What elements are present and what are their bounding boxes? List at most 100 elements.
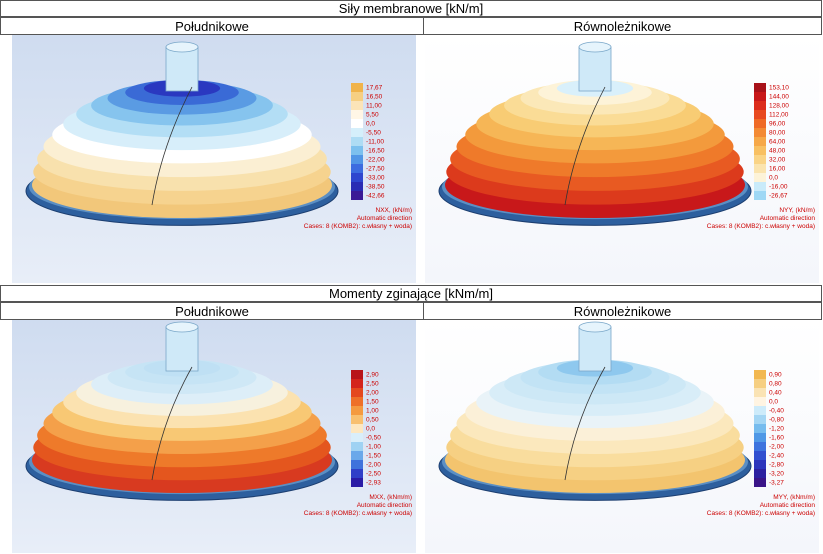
section-title: Siły membranowe [kN/m] [0, 0, 822, 17]
caption: Cases: 8 (KOMB2): c.własny + woda) [304, 510, 412, 517]
legend-value: 2,90 [366, 372, 379, 379]
legend-value: 80,00 [769, 130, 786, 137]
legend-swatch [351, 388, 363, 397]
legend-swatch [754, 451, 766, 460]
legend-value: -42,66 [366, 193, 385, 200]
legend-value: 0,0 [769, 175, 778, 182]
legend-swatch [754, 128, 766, 137]
legend-swatch [351, 146, 363, 155]
caption: Cases: 8 (KOMB2): c.własny + woda) [707, 510, 815, 517]
legend-swatch [754, 478, 766, 487]
legend-swatch [351, 119, 363, 128]
legend-value: -3,20 [769, 471, 784, 478]
legend-value: -1,50 [366, 453, 381, 460]
legend-swatch [754, 379, 766, 388]
legend-value: -0,80 [769, 417, 784, 424]
legend-value: -11,00 [366, 139, 384, 146]
legend-value: 1,00 [366, 408, 379, 415]
legend-value: -1,00 [366, 444, 381, 451]
legend-value: -2,50 [366, 471, 381, 478]
legend-value: 2,50 [366, 381, 379, 388]
legend-value: -2,40 [769, 453, 784, 460]
legend-swatch [754, 137, 766, 146]
legend-value: 0,90 [769, 372, 782, 379]
legend-swatch [754, 433, 766, 442]
legend-swatch [351, 191, 363, 200]
legend-swatch [754, 460, 766, 469]
legend-value: -1,20 [769, 426, 784, 433]
legend-value: -1,60 [769, 435, 784, 442]
caption: NXX, (kN/m) [376, 207, 412, 214]
legend-swatch [351, 451, 363, 460]
legend-value: -16,50 [366, 148, 385, 155]
legend-swatch [351, 173, 363, 182]
legend-swatch [351, 182, 363, 191]
legend-value: 48,00 [769, 148, 786, 155]
cylinder [579, 47, 611, 91]
panel-header: Południkowe [0, 17, 424, 35]
legend-value: 17,67 [366, 85, 383, 92]
legend-value: -26,67 [769, 193, 788, 200]
legend-swatch [754, 146, 766, 155]
legend-value: 153,10 [769, 85, 789, 92]
render: 153,10144,00128,00112,0096,0080,0064,004… [425, 35, 819, 283]
legend-value: -27,50 [366, 166, 385, 173]
legend-value: 2,00 [366, 390, 379, 397]
legend-swatch [351, 424, 363, 433]
legend-swatch [351, 155, 363, 164]
legend-swatch [351, 101, 363, 110]
legend-value: 144,00 [769, 94, 789, 101]
legend-swatch [351, 128, 363, 137]
cylinder [166, 327, 198, 371]
legend-swatch [754, 182, 766, 191]
render: 0,900,800,400,0-0,40-0,80-1,20-1,60-2,00… [425, 320, 819, 553]
legend-swatch [754, 155, 766, 164]
legend-swatch [351, 478, 363, 487]
legend-swatch [351, 433, 363, 442]
caption: Automatic direction [357, 502, 413, 509]
legend-swatch [351, 469, 363, 478]
legend-value: 0,0 [366, 121, 375, 128]
panel-header: Południkowe [0, 302, 424, 320]
legend-value: -16,00 [769, 184, 788, 191]
render: 17,6716,5011,005,500,0-5,50-11,00-16,50-… [12, 35, 416, 283]
panel-image: 0,900,800,400,0-0,40-0,80-1,20-1,60-2,00… [425, 320, 819, 553]
legend-value: 1,50 [366, 399, 379, 406]
legend-value: 11,00 [366, 103, 382, 110]
legend-swatch [351, 379, 363, 388]
legend-swatch [754, 397, 766, 406]
legend-value: -2,00 [366, 462, 381, 469]
legend-swatch [754, 92, 766, 101]
legend-value: 0,0 [769, 399, 778, 406]
legend-value: -2,80 [769, 462, 784, 469]
legend-value: 16,50 [366, 94, 383, 101]
legend-swatch [351, 370, 363, 379]
caption: Cases: 8 (KOMB2): c.własny + woda) [707, 223, 815, 230]
legend-swatch [754, 164, 766, 173]
legend-value: 128,00 [769, 103, 789, 110]
legend-value: -2,00 [769, 444, 784, 451]
cylinder [166, 47, 198, 91]
legend-value: -0,50 [366, 435, 381, 442]
legend-swatch [754, 469, 766, 478]
cylinder-top [166, 322, 198, 332]
legend-value: 32,00 [769, 157, 786, 164]
legend-swatch [351, 406, 363, 415]
legend-value: 0,0 [366, 426, 375, 433]
legend-swatch [754, 83, 766, 92]
caption: MYY, (kNm/m) [773, 494, 815, 501]
cylinder [579, 327, 611, 371]
legend-swatch [351, 137, 363, 146]
caption: MXX, (kNm/m) [369, 494, 412, 501]
legend-swatch [351, 442, 363, 451]
legend-value: 96,00 [769, 121, 786, 128]
caption: Automatic direction [357, 215, 413, 222]
panel-header: Równoleżnikowe [423, 17, 822, 35]
legend-value: 112,00 [769, 112, 789, 119]
legend-swatch [351, 164, 363, 173]
legend-swatch [754, 370, 766, 379]
caption: Automatic direction [760, 215, 816, 222]
legend-swatch [351, 110, 363, 119]
